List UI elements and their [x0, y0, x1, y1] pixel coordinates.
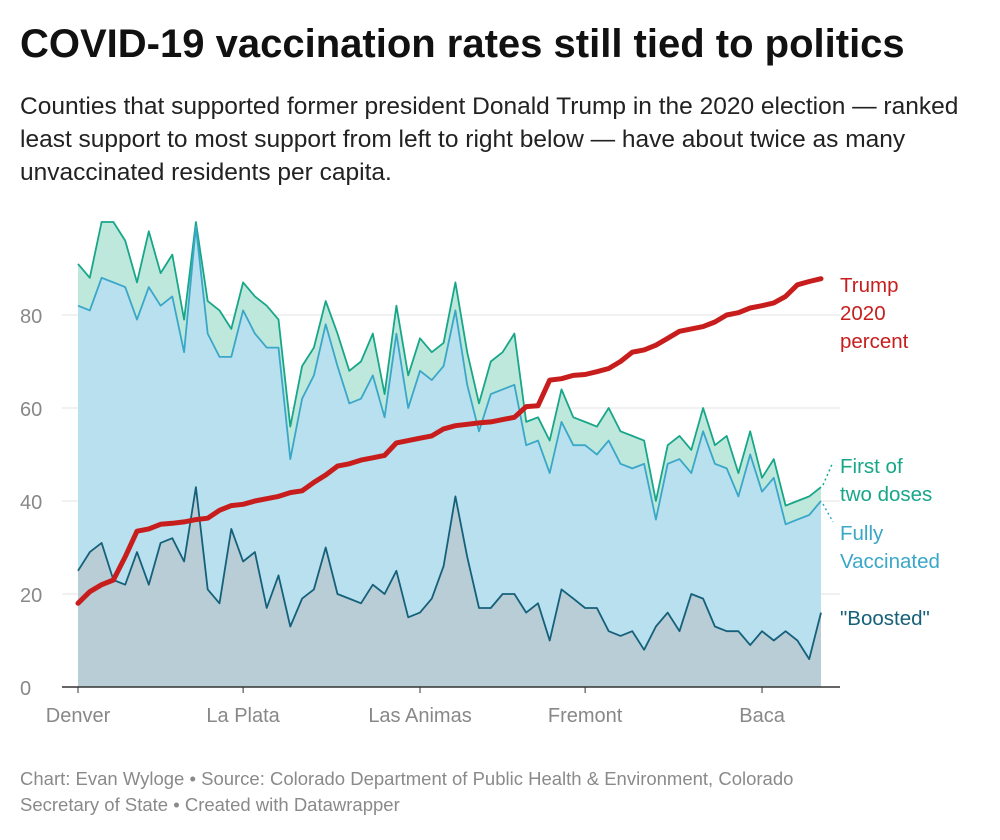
- footer-credit-line-2: Secretary of State • Created with Datawr…: [20, 794, 400, 815]
- y-tick-label: 40: [20, 492, 42, 514]
- x-tick-label: Fremont: [548, 705, 623, 727]
- fully-vaccinated-area: [78, 226, 821, 687]
- x-tick-label: Baca: [739, 705, 785, 727]
- first-dose-line: [77, 221, 822, 507]
- x-tick-label: La Plata: [206, 705, 280, 727]
- chart-footer: Chart: Evan Wyloge • Source: Colorado De…: [20, 766, 970, 818]
- first-dose-leader: [822, 461, 834, 486]
- y-tick-label: 80: [20, 306, 42, 328]
- chart-title: COVID-19 vaccination rates still tied to…: [20, 22, 905, 66]
- y-tick-label: 0: [20, 678, 31, 700]
- x-tick-label: Denver: [46, 705, 111, 727]
- x-tick-label: Las Animas: [368, 705, 471, 727]
- fully-vaccinated-label: Fully Vaccinated: [840, 522, 940, 573]
- vaccination-chart: 0 20 40 60 80 Denver La Plata Las Animas Fremont…: [20, 221, 940, 727]
- y-tick-label: 60: [20, 399, 42, 421]
- first-dose-label: First of two doses: [840, 455, 932, 506]
- trump-2020-label: Trump 2020 percent: [840, 274, 909, 353]
- chart-subtitle: Counties that supported former president…: [20, 93, 959, 186]
- series-lines: [75, 221, 824, 660]
- boosted-line: [77, 486, 822, 660]
- first-dose-area: [78, 222, 821, 525]
- fully-vaccinated-leader: [822, 503, 834, 523]
- series-labels: Trump 2020 percent First of two doses Fully Va…: [822, 274, 940, 630]
- axes: 0 20 40 60 80 Denver La Plata Las Animas Fremont…: [20, 306, 840, 727]
- trump-2020-line: [75, 276, 824, 606]
- y-tick-label: 20: [20, 585, 42, 607]
- boosted-label: "Boosted": [840, 607, 930, 630]
- fully-vaccinated-line: [77, 225, 822, 526]
- footer-credit-line-1: Chart: Evan Wyloge • Source: Colorado De…: [20, 768, 794, 789]
